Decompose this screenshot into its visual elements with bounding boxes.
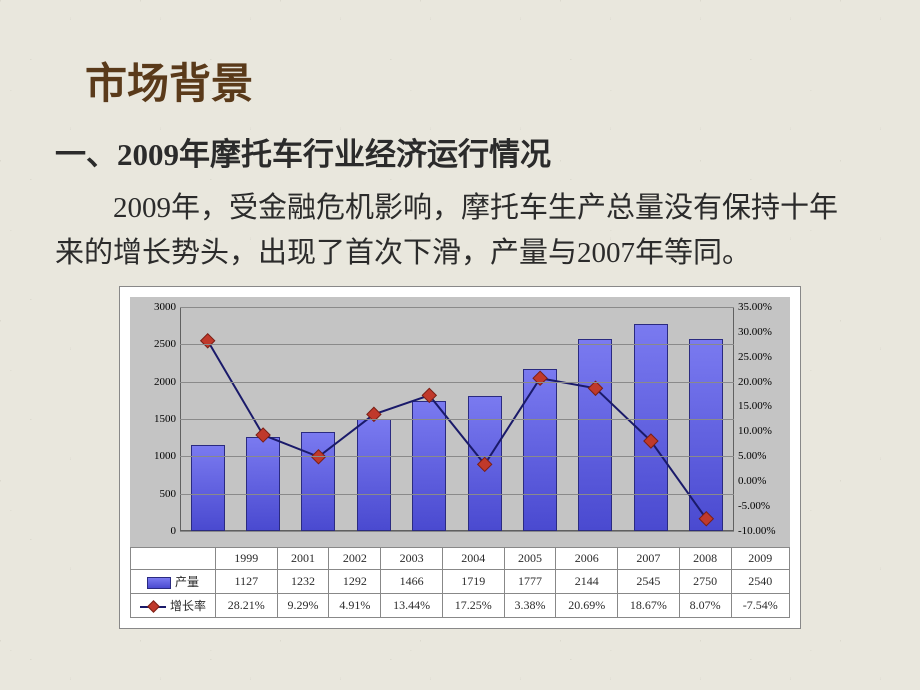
table-cell: 2750 <box>679 569 731 593</box>
y-right-tick: 5.00% <box>738 450 790 462</box>
bar-series-label: 产量 <box>131 569 216 593</box>
y-right-tick: 25.00% <box>738 351 790 363</box>
bar <box>523 369 557 531</box>
chart-gridline <box>180 307 734 308</box>
bar <box>246 437 280 531</box>
table-cell: 2545 <box>618 569 680 593</box>
body-paragraph-text: 2009年，受金融危机影响，摩托车生产总量没有保持十年来的增长势头，出现了首次下… <box>55 192 838 269</box>
chart-gridline <box>180 456 734 457</box>
table-cell: 2006 <box>556 547 618 569</box>
page-title: 市场背景 <box>85 50 865 111</box>
table-cell: 18.67% <box>618 593 680 617</box>
table-cell: 2002 <box>329 547 381 569</box>
table-cell: 2004 <box>442 547 504 569</box>
table-cell: 2540 <box>731 569 789 593</box>
table-cell: 17.25% <box>442 593 504 617</box>
bar <box>191 445 225 531</box>
table-cell: 9.29% <box>277 593 329 617</box>
table-cell: 2007 <box>618 547 680 569</box>
y-right-tick: 30.00% <box>738 326 790 338</box>
table-row: 增长率28.21%9.29%4.91%13.44%17.25%3.38%20.6… <box>131 593 790 617</box>
y-left-tick: 2000 <box>130 376 176 388</box>
table-cell: 13.44% <box>381 593 443 617</box>
bar <box>634 324 668 531</box>
y-right-tick: 0.00% <box>738 475 790 487</box>
chart-plot-area: 0 500 1000 1500 2000 2500 3000 -10.00% -5.00% 0.0… <box>130 297 790 547</box>
bar <box>468 396 502 531</box>
table-cell: 20.69% <box>556 593 618 617</box>
table-cell: 2001 <box>277 547 329 569</box>
table-cell: 8.07% <box>679 593 731 617</box>
bar <box>412 401 446 531</box>
chart-gridline <box>180 494 734 495</box>
table-cell: 4.91% <box>329 593 381 617</box>
bar <box>578 339 612 531</box>
table-cell: 2144 <box>556 569 618 593</box>
y-left-tick: 3000 <box>130 301 176 313</box>
table-cell: 2005 <box>504 547 556 569</box>
y-right-tick: 20.00% <box>738 376 790 388</box>
y-right-tick: 15.00% <box>738 400 790 412</box>
table-row: 1999200120022003200420052006200720082009 <box>131 547 790 569</box>
y-left-tick: 1000 <box>130 450 176 462</box>
chart-gridline <box>180 419 734 420</box>
table-row: 产量11271232129214661719177721442545275025… <box>131 569 790 593</box>
table-cell: 1232 <box>277 569 329 593</box>
table-cell: -7.54% <box>731 593 789 617</box>
table-cell: 1466 <box>381 569 443 593</box>
bar <box>357 419 391 530</box>
chart-gridline <box>180 531 734 532</box>
table-cell: 1127 <box>216 569 278 593</box>
table-cell: 2008 <box>679 547 731 569</box>
line-series-label: 增长率 <box>131 593 216 617</box>
table-cell: 2003 <box>381 547 443 569</box>
table-cell: 1999 <box>216 547 278 569</box>
table-cell: 3.38% <box>504 593 556 617</box>
y-right-tick: -10.00% <box>738 525 790 537</box>
chart-gridline <box>180 344 734 345</box>
y-left-tick: 500 <box>130 488 176 500</box>
bar <box>689 339 723 531</box>
y-left-tick: 2500 <box>130 338 176 350</box>
table-cell: 28.21% <box>216 593 278 617</box>
chart-gridline <box>180 382 734 383</box>
chart-container: 0 500 1000 1500 2000 2500 3000 -10.00% -5.00% 0.0… <box>119 286 801 629</box>
y-left-tick: 0 <box>130 525 176 537</box>
chart-data-table: 1999200120022003200420052006200720082009… <box>130 547 790 618</box>
y-left-tick: 1500 <box>130 413 176 425</box>
y-right-tick: 10.00% <box>738 425 790 437</box>
section-subtitle: 一、2009年摩托车行业经济运行情况 <box>55 129 865 174</box>
table-cell: 2009 <box>731 547 789 569</box>
body-paragraph: 2009年，受金融危机影响，摩托车生产总量没有保持十年来的增长势头，出现了首次下… <box>55 186 865 276</box>
category-header <box>131 547 216 569</box>
slide: 市场背景 一、2009年摩托车行业经济运行情况 2009年，受金融危机影响，摩托… <box>0 0 920 629</box>
table-cell: 1292 <box>329 569 381 593</box>
table-cell: 1777 <box>504 569 556 593</box>
bar <box>301 432 335 530</box>
table-cell: 1719 <box>442 569 504 593</box>
y-right-tick: -5.00% <box>738 500 790 512</box>
y-right-tick: 35.00% <box>738 301 790 313</box>
